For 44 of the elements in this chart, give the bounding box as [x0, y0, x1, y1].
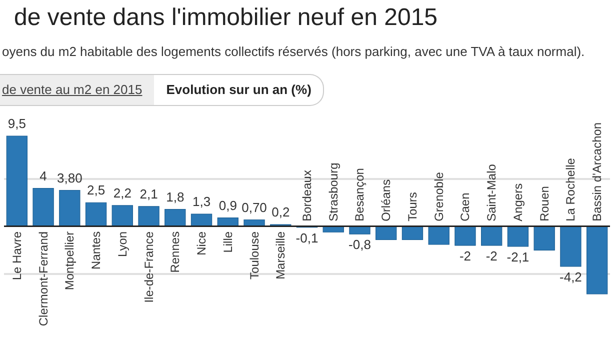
x-tick-label: Bordeaux — [300, 170, 314, 222]
x-tick-label: Saint-Malo — [484, 164, 499, 222]
x-tick-label: Caen — [458, 192, 472, 222]
data-label: 2,5 — [86, 182, 106, 198]
x-tick-label: Strasbourg — [326, 162, 340, 222]
data-label: -0,8 — [348, 237, 371, 252]
data-label: 1,8 — [166, 189, 184, 204]
x-tick-label: Lyon — [115, 231, 130, 257]
x-tick-label: Le Havre — [10, 231, 24, 280]
data-label: 4 — [40, 168, 47, 184]
data-label: 0,9 — [218, 198, 237, 213]
text: Evolution sur un an (%) — [165, 81, 312, 99]
x-tick-label: Tours — [405, 192, 420, 222]
data-label: -0,1 — [296, 230, 318, 246]
text: de vente au m2 en 2015 — [0, 75, 154, 105]
x-tick-label: Nantes — [89, 231, 104, 270]
x-tick-label: Lille — [220, 231, 235, 253]
x-tick-label: Nice — [194, 231, 209, 256]
data-label: 0,70 — [242, 200, 267, 215]
data-label: 1,3 — [192, 194, 211, 210]
data-label: -2 — [459, 248, 472, 264]
data-label: 9,5 — [8, 116, 26, 131]
data-label: 2,2 — [113, 185, 132, 200]
data-label: 2,1 — [140, 186, 158, 202]
x-tick-label: Rouen — [537, 186, 552, 222]
data-label: -2 — [486, 248, 498, 264]
x-tick-label: Grenoble — [432, 172, 446, 222]
x-tick-label: Toulouse — [247, 231, 262, 280]
x-tick-label: Angers — [510, 183, 525, 222]
x-tick-label: Montpellier — [62, 231, 77, 290]
chart-title: de vente dans l'immobilier neuf en 2015 — [14, 4, 438, 32]
x-tick-label: La Rochelle — [564, 158, 578, 222]
x-tick-label: Ile-de-France — [142, 231, 156, 303]
data-label: -2,1 — [506, 249, 530, 264]
data-label: -4,2 — [560, 269, 582, 284]
data-label: 0,2 — [272, 204, 290, 220]
x-tick-label: Rennes — [168, 231, 182, 273]
x-tick-label: Clermont-Ferrand — [36, 231, 50, 326]
chart-subtitle: oyens du m2 habitable des logements collectifs réservés (hors parking, avec une TVA à taux normal). — [2, 44, 585, 59]
x-tick-label: Bassin d'Arcachon — [590, 122, 604, 222]
data-label: 3,80 — [57, 170, 82, 186]
x-tick-label: Besançon — [352, 168, 367, 222]
x-tick-label: Orléans — [379, 179, 394, 222]
x-tick-label: Marseille — [274, 231, 288, 280]
